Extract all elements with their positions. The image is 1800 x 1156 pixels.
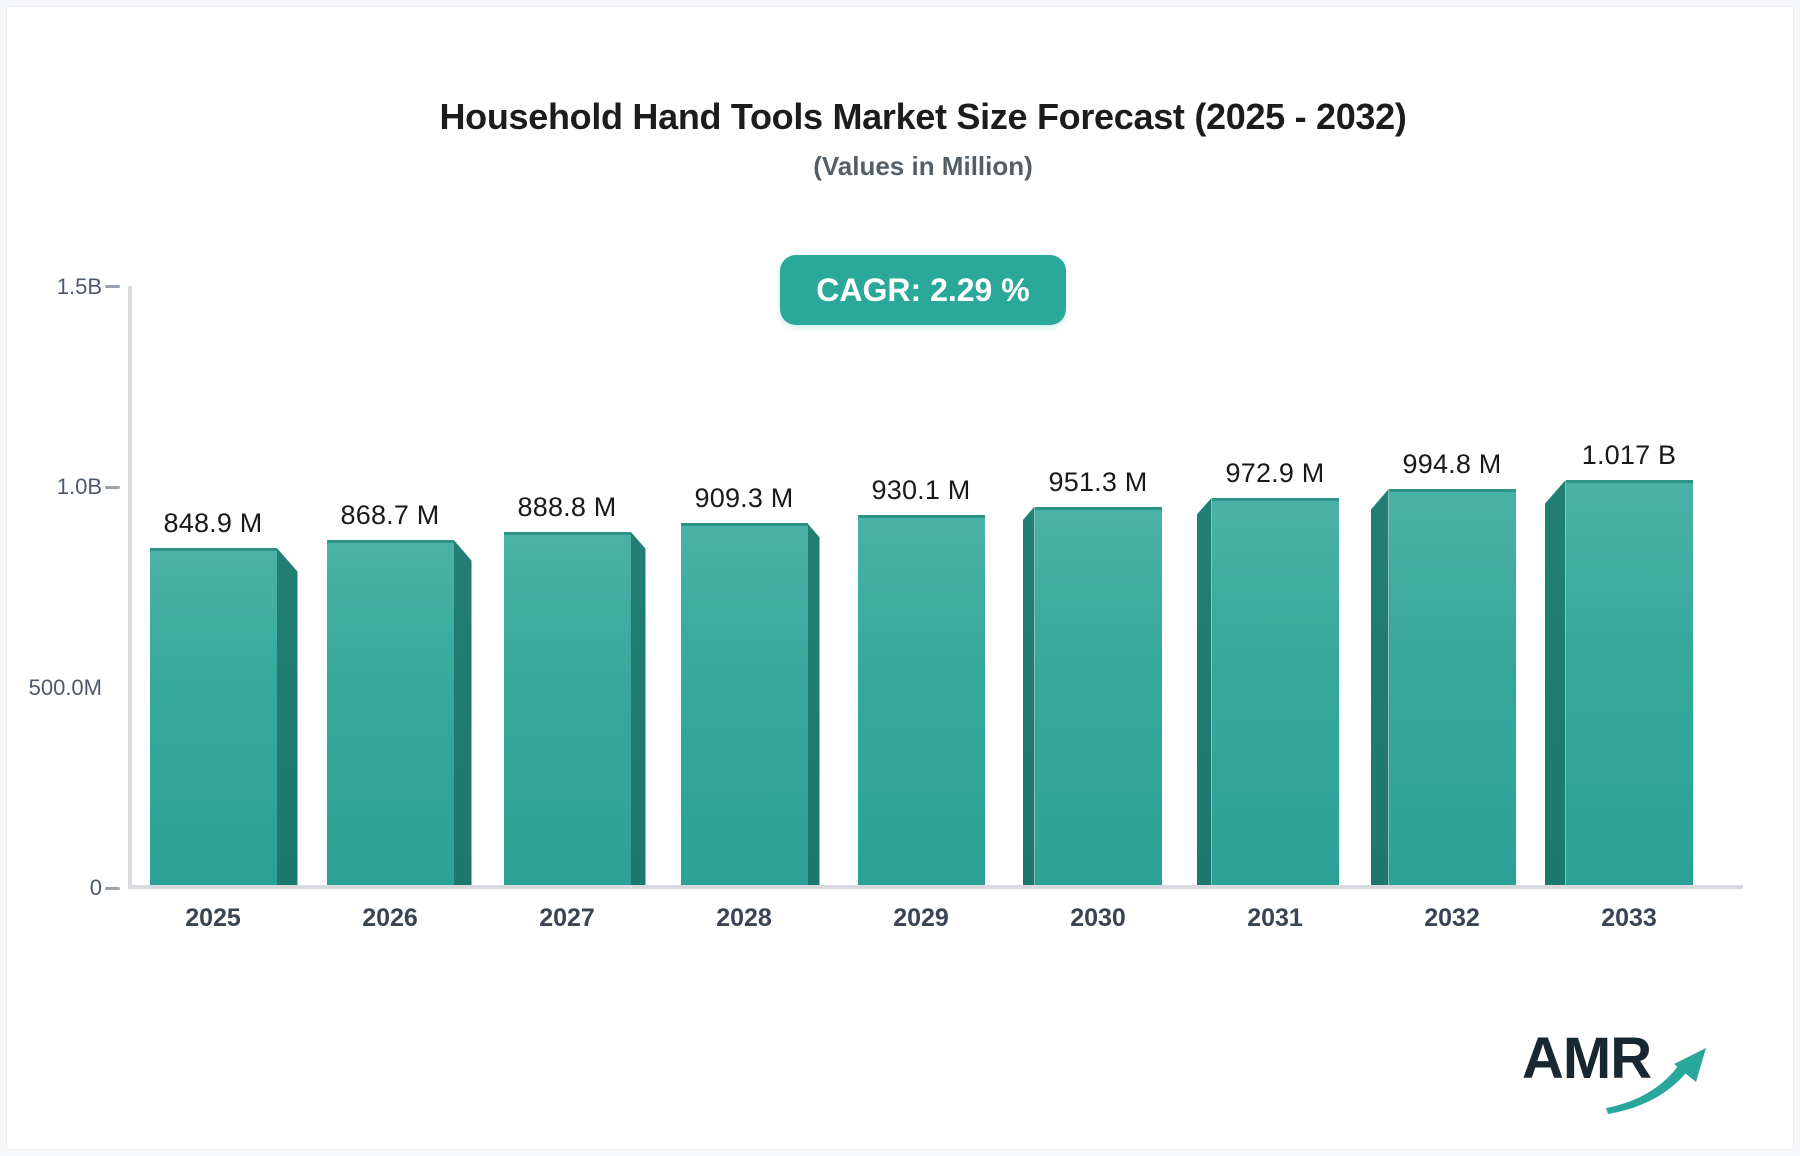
x-axis-line: [128, 885, 1743, 889]
cagr-badge-row: CAGR: 2.29 %: [123, 255, 1723, 325]
x-axis-label: 2025: [185, 904, 241, 932]
bar-side-face: [1544, 480, 1566, 885]
bar: [326, 539, 454, 885]
bar: [1034, 506, 1162, 885]
bar-side-face: [630, 531, 646, 885]
y-axis-tick: [105, 285, 120, 288]
y-axis-label: 0: [89, 875, 102, 900]
x-axis-label: 2026: [362, 904, 418, 932]
bar-value-label: 868.7 M: [340, 499, 440, 530]
bar-side-face: [1022, 506, 1035, 885]
x-axis-label: 2028: [716, 904, 772, 932]
amr-logo-text: AMR: [1522, 1026, 1652, 1091]
bar-value-label: 1.017 B: [1581, 440, 1677, 471]
bar: [149, 547, 277, 885]
x-axis-label: 2033: [1601, 904, 1657, 932]
bar-value-label: 972.9 M: [1225, 457, 1325, 488]
bar-side-face: [1370, 489, 1389, 885]
chart-title: Household Hand Tools Market Size Forecas…: [439, 96, 1407, 137]
bar: [503, 531, 631, 885]
bar-value-label: 994.8 M: [1402, 449, 1502, 480]
bar: [1565, 480, 1693, 885]
bar-value-label: 930.1 M: [871, 475, 971, 506]
bar-value-label: 951.3 M: [1048, 466, 1148, 497]
bar-side-face: [1196, 497, 1212, 885]
x-axis-label: 2032: [1424, 904, 1480, 932]
y-axis-tick: [105, 886, 120, 890]
bar-value-label: 888.8 M: [517, 491, 617, 522]
bar-side-face: [276, 547, 298, 885]
x-axis-label: 2031: [1247, 904, 1303, 932]
y-axis-label: 1.5B: [56, 273, 102, 299]
bar: [857, 515, 985, 885]
y-axis-label: 500.0M: [28, 674, 102, 700]
bar: [1211, 497, 1339, 885]
x-axis-label: 2030: [1070, 904, 1126, 932]
x-axis-label: 2029: [893, 904, 949, 932]
bar: [1388, 489, 1516, 885]
cagr-badge: CAGR: 2.29 %: [780, 255, 1066, 325]
bar-side-face: [807, 523, 820, 885]
amr-logo: AMR: [1522, 1028, 1722, 1118]
y-axis-line: [128, 286, 132, 888]
y-axis-tick: [105, 485, 120, 489]
x-axis-label: 2027: [539, 904, 595, 932]
bar-value-label: 848.9 M: [163, 507, 263, 538]
y-axis-label: 1.0B: [56, 474, 102, 499]
growth-arrow-icon: [1606, 1048, 1706, 1114]
chart-subtitle: (Values in Million): [813, 151, 1033, 181]
bar-side-face: [453, 539, 472, 885]
bar: [680, 523, 808, 885]
bar-value-label: 909.3 M: [694, 483, 794, 514]
